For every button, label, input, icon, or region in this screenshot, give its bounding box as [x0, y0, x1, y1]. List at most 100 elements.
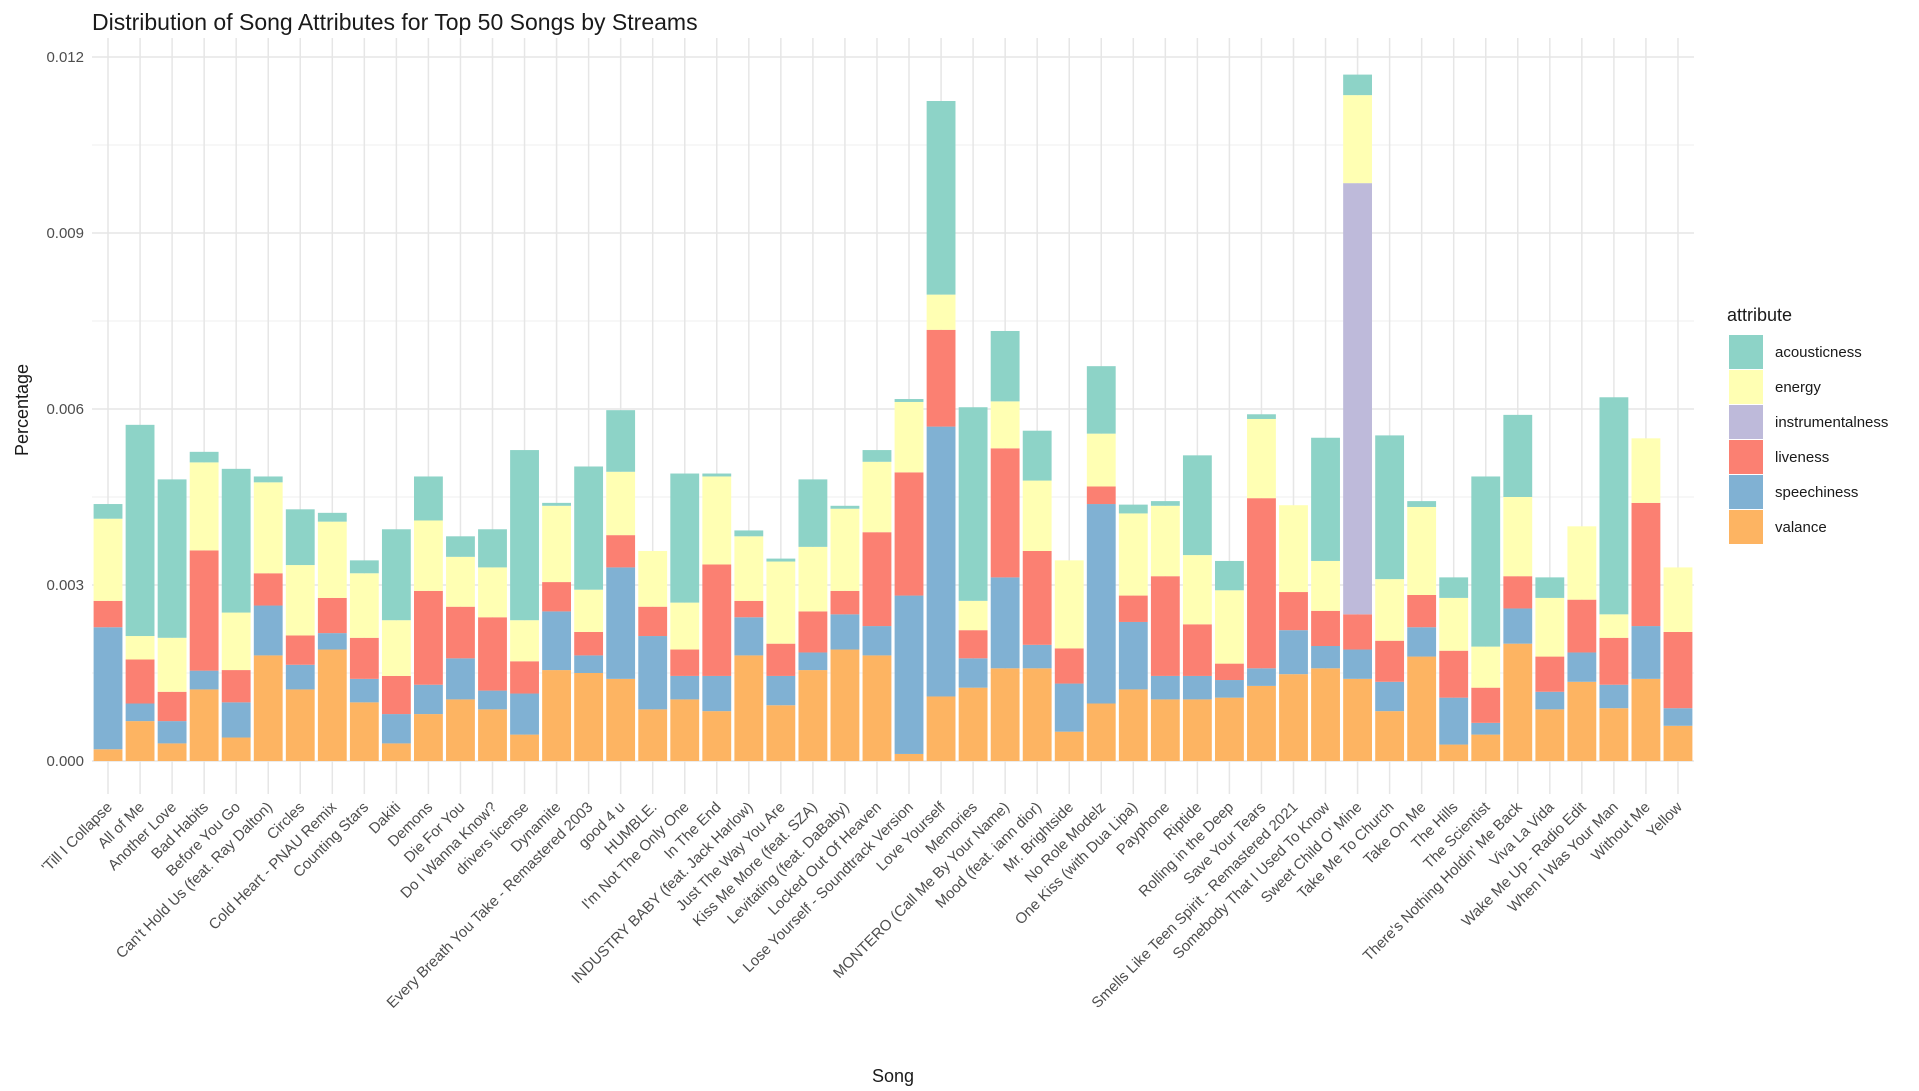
bar-segment-liveness	[381, 675, 411, 715]
bar-segment-instrumentalness	[1343, 183, 1372, 615]
bar-segment-speechiness	[317, 633, 347, 650]
bar-segment-liveness	[1150, 576, 1180, 676]
legend-label: valance	[1775, 519, 1827, 536]
bar-segment-energy	[317, 521, 347, 598]
bar-segment-energy	[1118, 513, 1148, 596]
bar-segment-speechiness	[253, 605, 283, 656]
bar-segment-valance	[285, 689, 315, 761]
bar-segment-speechiness	[1535, 691, 1565, 710]
bar-segment-valance	[381, 743, 411, 761]
bar-segment-valance	[1247, 685, 1276, 761]
legend-label: liveness	[1775, 449, 1829, 466]
bar-segment-acousticness	[510, 450, 539, 621]
bar-segment-liveness	[734, 600, 764, 618]
bar-segment-energy	[1182, 555, 1212, 625]
bar-segment-speechiness	[862, 626, 892, 656]
bar-segment-speechiness	[1663, 708, 1693, 726]
bar-segment-speechiness	[157, 721, 187, 744]
bar-stack-somebody-that-i-used-to-know	[1311, 437, 1340, 761]
bar-segment-energy	[830, 508, 860, 591]
bar-segment-liveness	[766, 643, 796, 676]
bar-segment-speechiness	[1054, 683, 1084, 732]
bar-segment-valance	[414, 714, 443, 761]
bar-segment-valance	[189, 689, 219, 761]
bar-segment-valance	[1022, 668, 1052, 761]
bar-stack-cold-heart-pnau-remix	[317, 512, 347, 761]
bar-segment-valance	[1054, 731, 1084, 761]
bar-stack-before-you-go	[221, 468, 251, 761]
legend-swatch-energy	[1729, 370, 1763, 404]
bar-segment-energy	[926, 294, 956, 330]
bar-segment-energy	[1471, 646, 1501, 688]
legend-label: speechiness	[1775, 484, 1858, 501]
bar-segment-valance	[702, 711, 732, 761]
bar-segment-speechiness	[766, 675, 796, 706]
bar-segment-energy	[638, 550, 668, 607]
bar-segment-acousticness	[542, 502, 571, 506]
bar-segment-speechiness	[1022, 644, 1052, 669]
bar-stack-viva-la-vida	[1535, 577, 1565, 761]
bar-stack-wake-me-up-radio-edit	[1567, 526, 1597, 761]
bar-segment-speechiness	[670, 675, 700, 700]
bar-segment-acousticness	[958, 407, 988, 601]
bar-segment-energy	[253, 482, 283, 574]
bar-segment-valance	[221, 737, 251, 761]
bar-segment-speechiness	[446, 658, 475, 700]
bar-stack-humble	[638, 550, 668, 761]
bar-segment-valance	[446, 699, 475, 761]
bar-segment-acousticness	[93, 504, 123, 519]
x-tick-label: Yellow	[1644, 799, 1686, 841]
bar-stack-montero-call-me-by-your-name	[990, 330, 1020, 761]
bar-segment-speechiness	[381, 714, 411, 744]
bar-stack-there-s-nothing-holdin-me-back	[1503, 414, 1533, 761]
bar-segment-speechiness	[894, 595, 924, 754]
bar-stack-no-role-modelz	[1086, 366, 1116, 761]
bar-segment-acousticness	[734, 530, 764, 537]
bar-segment-energy	[221, 612, 251, 671]
bar-stack-die-for-you	[446, 536, 475, 761]
bar-segment-speechiness	[349, 678, 379, 703]
bar-segment-speechiness	[638, 636, 668, 710]
bar-segment-liveness	[446, 606, 475, 659]
bar-stack-the-hills	[1439, 577, 1469, 761]
bar-segment-acousticness	[349, 560, 379, 574]
bar-stack-circles	[285, 509, 315, 761]
bar-segment-valance	[1279, 674, 1308, 761]
bar-segment-valance	[1343, 678, 1372, 761]
bar-stack-sweet-child-o-mine	[1343, 74, 1372, 761]
bar-segment-valance	[798, 670, 828, 761]
bar-segment-speechiness	[414, 684, 443, 715]
bar-segment-speechiness	[285, 664, 315, 690]
bar-segment-energy	[1567, 526, 1597, 600]
bar-segment-liveness	[862, 532, 892, 627]
bar-segment-acousticness	[1086, 366, 1116, 434]
bar-segment-liveness	[1247, 498, 1276, 669]
bar-segment-energy	[1054, 560, 1084, 649]
bar-segment-acousticness	[1022, 430, 1052, 481]
bar-segment-speechiness	[1247, 668, 1276, 686]
bar-segment-valance	[317, 649, 347, 761]
y-tick-label: 0.000	[46, 753, 84, 770]
legend-swatch-valance	[1729, 510, 1763, 544]
bar-segment-energy	[542, 505, 571, 583]
bar-segment-acousticness	[990, 330, 1020, 402]
y-tick-label: 0.009	[46, 225, 84, 242]
bar-stack-just-the-way-you-are	[766, 558, 796, 761]
bar-segment-energy	[414, 520, 443, 591]
bar-segment-acousticness	[1150, 501, 1180, 506]
bar-segment-acousticness	[157, 479, 187, 638]
chart-title: Distribution of Song Attributes for Top …	[92, 9, 698, 35]
bar-segment-valance	[93, 749, 123, 761]
bar-segment-energy	[862, 461, 892, 533]
bar-segment-acousticness	[285, 509, 315, 566]
bar-segment-liveness	[510, 661, 539, 694]
bar-segment-speechiness	[606, 567, 636, 679]
bar-segment-speechiness	[1118, 621, 1148, 690]
bar-segment-liveness	[1471, 687, 1501, 723]
bar-segment-energy	[734, 536, 764, 601]
bar-segment-valance	[1631, 678, 1661, 761]
bar-segment-acousticness	[766, 558, 796, 562]
bar-segment-liveness	[1599, 637, 1629, 685]
